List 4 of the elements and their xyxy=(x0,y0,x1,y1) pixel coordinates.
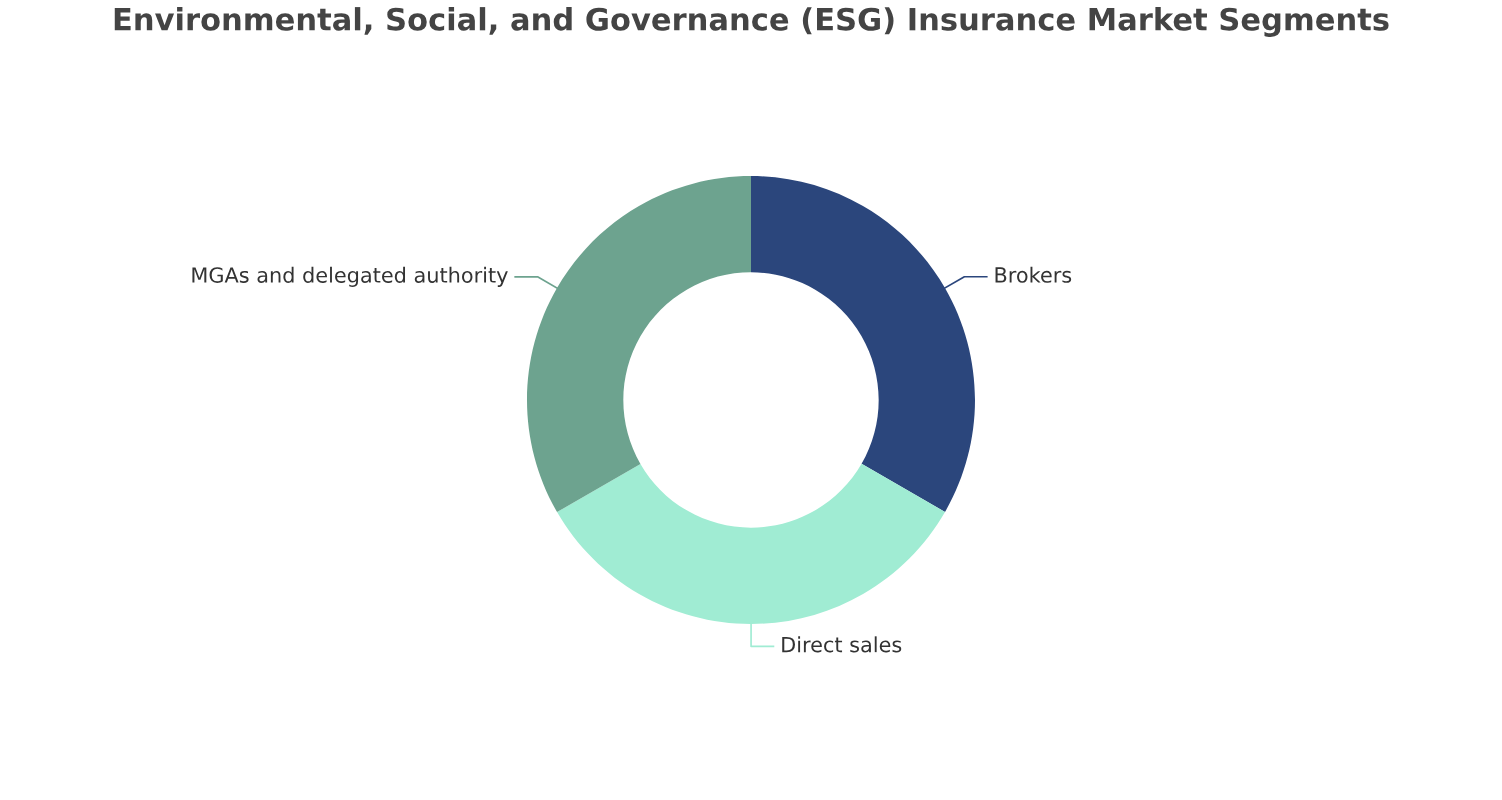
slice-label: MGAs and delegated authority xyxy=(192,266,508,287)
chart-title: Environmental, Social, and Governance (ESG) Insurance Market Segments xyxy=(114,7,1389,37)
slice-label: Brokers xyxy=(995,266,1072,283)
slice-label: Direct sales xyxy=(782,636,902,653)
